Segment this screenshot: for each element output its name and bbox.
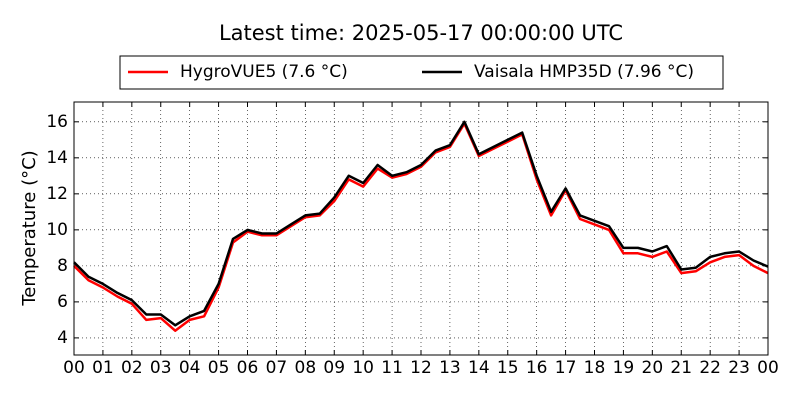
y-tick-label: 4 <box>57 328 68 348</box>
x-tick-label: 09 <box>323 358 345 378</box>
x-tick-label: 17 <box>555 358 577 378</box>
series-line <box>73 122 769 332</box>
y-tick-label: 6 <box>57 292 68 312</box>
x-tick-label: 16 <box>526 358 548 378</box>
y-tick-label: 14 <box>46 148 68 168</box>
x-tick-label: 01 <box>92 358 114 378</box>
legend <box>119 55 724 90</box>
y-tick-label: 16 <box>46 112 68 132</box>
x-tick-label: 02 <box>121 358 143 378</box>
x-tick-label: 23 <box>728 358 750 378</box>
x-tick-label: 20 <box>642 358 664 378</box>
x-tick-label: 11 <box>381 358 403 378</box>
x-tick-label: 10 <box>352 358 374 378</box>
x-tick-label: 19 <box>613 358 635 378</box>
y-tick-label: 12 <box>46 184 68 204</box>
x-tick-label: 00 <box>757 358 779 378</box>
plot-frame <box>73 101 769 356</box>
x-tick-label: 21 <box>670 358 692 378</box>
x-tick-label: 12 <box>410 358 432 378</box>
x-tick-label: 04 <box>179 358 201 378</box>
x-tick-label: 06 <box>237 358 259 378</box>
x-tick-label: 05 <box>208 358 230 378</box>
legend-label: HygroVUE5 (7.6 °C) <box>180 62 348 82</box>
x-tick-label: 18 <box>584 358 606 378</box>
x-tick-label: 14 <box>468 358 490 378</box>
chart-title: Latest time: 2025-05-17 00:00:00 UTC <box>219 21 623 45</box>
x-tick-label: 00 <box>63 358 85 378</box>
x-tick-label: 08 <box>295 358 317 378</box>
y-tick-label: 8 <box>57 256 68 276</box>
y-tick-label: 10 <box>46 220 68 240</box>
x-tick-label: 07 <box>266 358 288 378</box>
x-tick-label: 03 <box>150 358 172 378</box>
x-tick-label: 13 <box>439 358 461 378</box>
y-axis-label: Temperature (°C) <box>19 150 40 306</box>
series-line <box>73 120 769 327</box>
x-tick-label: 22 <box>699 358 721 378</box>
legend-label: Vaisala HMP35D (7.96 °C) <box>474 62 694 82</box>
x-tick-label: 15 <box>497 358 519 378</box>
